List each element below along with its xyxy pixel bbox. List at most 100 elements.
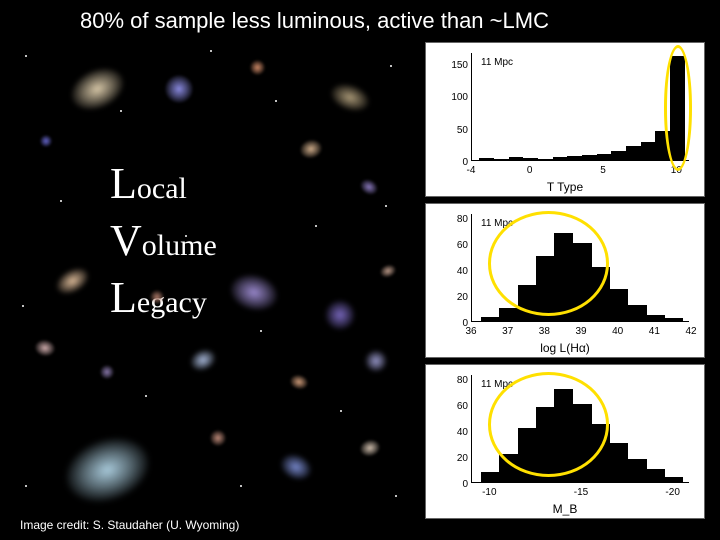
- histogram-bar: [518, 285, 537, 321]
- galaxy: [150, 290, 164, 304]
- x-tick: 41: [639, 326, 669, 337]
- histogram-bar: [641, 142, 656, 160]
- star: [315, 225, 317, 227]
- x-axis-label: log L(Hα): [426, 341, 704, 355]
- histogram-bar: [518, 428, 537, 482]
- histogram-bar: [509, 157, 524, 160]
- histogram-bar: [481, 472, 500, 482]
- y-tick: 20: [444, 292, 468, 303]
- y-tick: 80: [444, 375, 468, 386]
- star: [25, 485, 27, 487]
- y-tick: 60: [444, 240, 468, 251]
- star: [185, 235, 187, 237]
- x-tick: -20: [658, 487, 688, 498]
- histogram-bar: [573, 404, 592, 482]
- x-tick: 39: [566, 326, 596, 337]
- x-tick: 42: [676, 326, 706, 337]
- histogram-bar: [567, 156, 582, 160]
- star: [395, 495, 397, 497]
- chart-annotation: 11 Mpc: [481, 57, 513, 68]
- histogram-bar: [499, 454, 518, 482]
- galaxy: [210, 430, 226, 446]
- star: [385, 205, 387, 207]
- x-tick: 38: [529, 326, 559, 337]
- chart-mb: 020406080-10-15-20M_B11 Mpc: [425, 364, 705, 519]
- star: [145, 395, 147, 397]
- charts-column: 050100150-40510T Type11 Mpc 020406080363…: [425, 42, 715, 519]
- histogram-bar: [582, 155, 597, 160]
- x-tick: 10: [661, 165, 691, 176]
- star: [390, 65, 392, 67]
- galaxy: [57, 427, 157, 512]
- y-tick: 50: [444, 125, 468, 136]
- x-tick: -10: [474, 487, 504, 498]
- galaxy: [298, 137, 324, 160]
- star: [22, 305, 24, 307]
- star: [340, 410, 342, 412]
- histogram-bar: [479, 158, 494, 160]
- y-tick: 40: [444, 266, 468, 277]
- histogram-bar: [626, 146, 641, 160]
- y-tick: 0: [444, 479, 468, 490]
- galaxy: [358, 438, 381, 459]
- star: [260, 330, 262, 332]
- image-credit: Image credit: S. Staudaher (U. Wyoming): [20, 518, 239, 532]
- star: [210, 50, 212, 52]
- histogram-bar: [670, 56, 685, 160]
- histogram-bar: [538, 159, 553, 160]
- galaxy: [250, 60, 265, 75]
- x-tick: 5: [588, 165, 618, 176]
- x-tick: -4: [456, 165, 486, 176]
- x-tick: 36: [456, 326, 486, 337]
- chart-t-type: 050100150-40510T Type11 Mpc: [425, 42, 705, 197]
- star: [25, 55, 27, 57]
- histogram-bar: [609, 289, 628, 321]
- y-tick: 80: [444, 214, 468, 225]
- histogram-bar: [628, 305, 647, 321]
- histogram-bar: [597, 154, 612, 160]
- histogram-bar: [646, 469, 665, 482]
- galaxy: [325, 300, 355, 330]
- galaxy-image: Local Volume Legacy: [10, 40, 410, 515]
- slide-title: 80% of sample less luminous, active than…: [80, 8, 700, 34]
- galaxy: [365, 350, 387, 372]
- y-tick: 20: [444, 453, 468, 464]
- y-tick: 150: [444, 60, 468, 71]
- galaxy: [40, 135, 52, 147]
- histogram-bar: [573, 243, 592, 321]
- galaxy: [378, 263, 397, 280]
- histogram-bar: [611, 151, 626, 160]
- x-axis-label: M_B: [426, 502, 704, 516]
- histogram-bar: [664, 477, 683, 482]
- histogram-bar: [628, 459, 647, 482]
- lvl-logo: Local Volume Legacy: [110, 155, 217, 327]
- histogram-bar: [536, 256, 555, 321]
- galaxy: [187, 345, 219, 374]
- y-tick: 60: [444, 401, 468, 412]
- x-tick: 0: [515, 165, 545, 176]
- x-tick: 40: [603, 326, 633, 337]
- histogram-bar: [481, 317, 500, 321]
- galaxy: [358, 176, 381, 197]
- y-tick: 40: [444, 427, 468, 438]
- histogram-bar: [536, 407, 555, 482]
- histogram-bar: [499, 308, 518, 321]
- chart-annotation: 11 Mpc: [481, 379, 513, 390]
- x-axis-label: T Type: [426, 180, 704, 194]
- histogram-bar: [591, 267, 610, 321]
- galaxy: [34, 338, 56, 357]
- chart-annotation: 11 Mpc: [481, 218, 513, 229]
- chart-log-halpha: 02040608036373839404142log L(Hα)11 Mpc: [425, 203, 705, 358]
- star: [240, 485, 242, 487]
- histogram-bar: [523, 158, 538, 160]
- histogram-bar: [609, 443, 628, 482]
- galaxy: [52, 263, 93, 300]
- y-tick: 100: [444, 92, 468, 103]
- star: [120, 110, 122, 112]
- histogram-bar: [646, 315, 665, 321]
- galaxy: [288, 373, 309, 391]
- histogram-bar: [494, 159, 509, 160]
- histogram-bar: [554, 233, 573, 321]
- galaxy: [226, 269, 281, 315]
- histogram-bar: [591, 424, 610, 482]
